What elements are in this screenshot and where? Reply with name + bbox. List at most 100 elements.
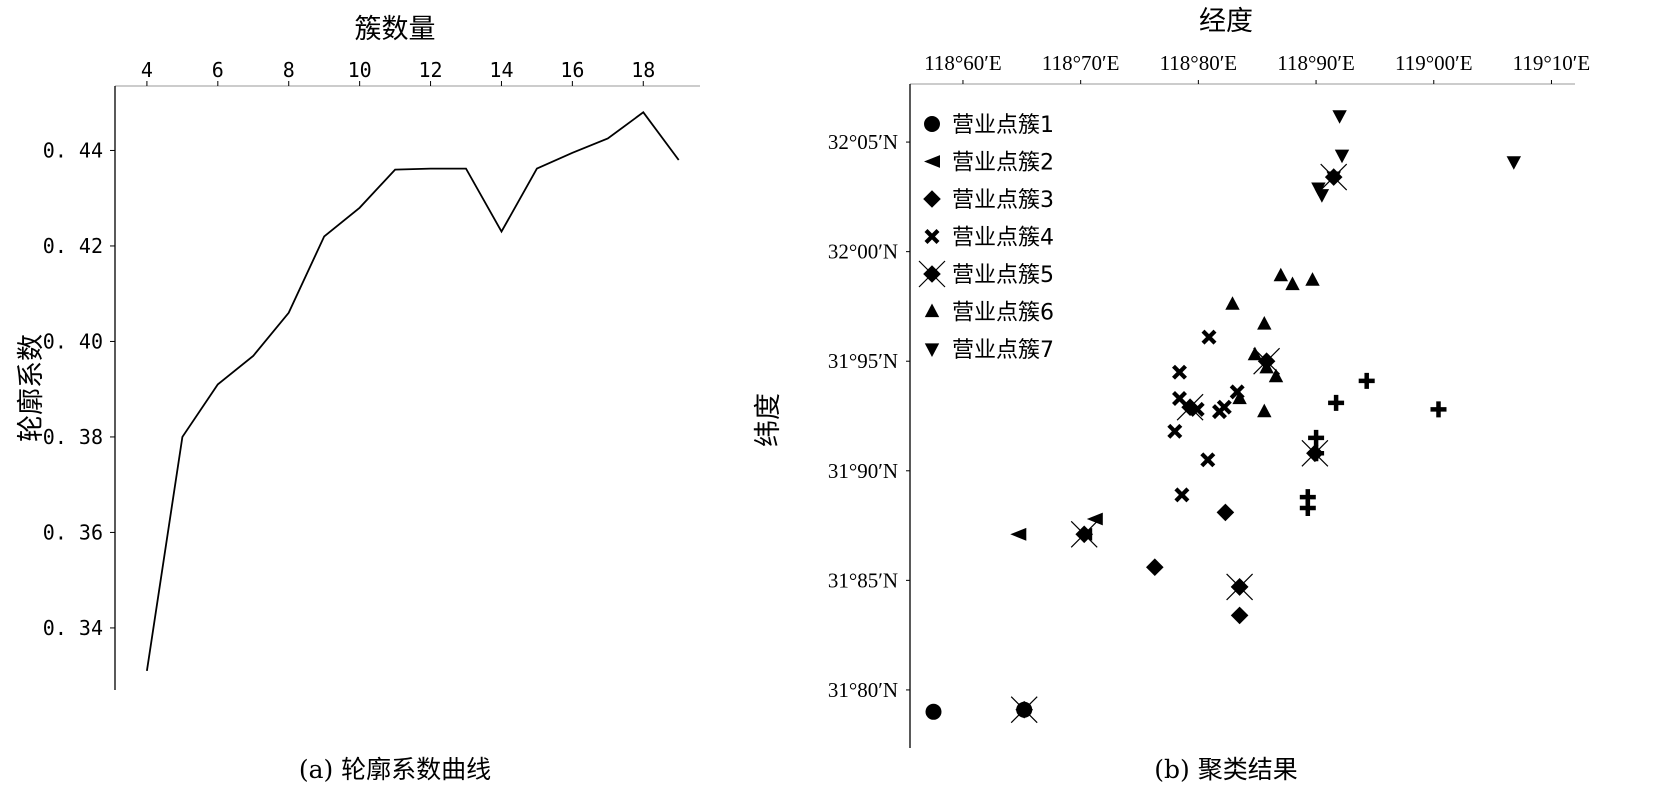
chart-b-y-tick-label: 32°05′N bbox=[828, 130, 898, 154]
chart-a-x-tick-label: 4 bbox=[141, 58, 153, 82]
chart-a-y-tick-label: 0. 44 bbox=[43, 138, 103, 162]
cluster-4-point bbox=[1200, 452, 1216, 468]
chart-a-x-tick-label: 16 bbox=[560, 58, 584, 82]
legend-label-7: 营业点簇7 bbox=[952, 338, 1054, 363]
chart-b-ylabel: 纬度 bbox=[753, 393, 784, 447]
cluster-5-point bbox=[1070, 520, 1098, 548]
cluster-6-point bbox=[1268, 368, 1284, 383]
chart-a-y-tick-label: 0. 38 bbox=[43, 425, 103, 449]
silhouette-point bbox=[322, 234, 326, 238]
legend-marker-6 bbox=[924, 303, 940, 318]
silhouette-point bbox=[677, 158, 681, 162]
cluster-5-point bbox=[1010, 696, 1038, 724]
chart-b-y-tick-label: 31°95′N bbox=[828, 349, 898, 373]
cluster-7-point bbox=[1314, 189, 1330, 203]
chart-a-caption: (a) 轮廓系数曲线 bbox=[299, 755, 491, 784]
chart-b-y-tick-label: 31°90′N bbox=[828, 459, 898, 483]
silhouette-point bbox=[535, 167, 539, 171]
cluster-6-point bbox=[1247, 346, 1263, 361]
silhouette-point bbox=[393, 168, 397, 172]
legend-label-5: 营业点簇5 bbox=[952, 263, 1054, 288]
chart-a-ylabel: 轮廓系数 bbox=[16, 334, 47, 442]
silhouette-point bbox=[499, 230, 503, 234]
legend-marker-7 bbox=[924, 343, 940, 357]
silhouette-point bbox=[570, 151, 574, 155]
chart-b-xlabel: 经度 bbox=[1199, 6, 1253, 37]
chart-b-x-tick-label: 118°60′E bbox=[924, 51, 1002, 75]
cluster-7-point bbox=[1334, 149, 1350, 164]
cluster-8-point bbox=[1430, 401, 1447, 418]
legend-label-4: 营业点簇4 bbox=[952, 226, 1054, 251]
cluster-4-point bbox=[1172, 364, 1187, 380]
chart-a-x-ticks: 4 6 8 10 12 14 16 18 bbox=[141, 58, 655, 86]
chart-a-y-tick-label: 0. 36 bbox=[43, 520, 103, 544]
chart-b-y-tick-label: 31°80′N bbox=[828, 678, 898, 702]
silhouette-point bbox=[358, 206, 362, 210]
chart-a-x-tick-label: 6 bbox=[212, 58, 224, 82]
legend-label-1: 营业点簇1 bbox=[952, 113, 1054, 138]
cluster-7-point bbox=[1332, 110, 1347, 124]
chart-b-x-tick-label: 118°90′E bbox=[1277, 51, 1355, 75]
cluster-8-point bbox=[1308, 445, 1325, 462]
legend-marker-4 bbox=[924, 229, 940, 244]
cluster-points bbox=[925, 110, 1521, 724]
cluster-6-point bbox=[1273, 267, 1288, 282]
cluster-2-point bbox=[1086, 512, 1103, 526]
silhouette-point bbox=[180, 435, 184, 439]
chart-b-x-tick-label: 118°80′E bbox=[1160, 51, 1238, 75]
chart-a-x-tick-label: 8 bbox=[283, 58, 295, 82]
silhouette-point bbox=[216, 382, 220, 386]
silhouette-point bbox=[429, 167, 433, 171]
silhouette-point bbox=[251, 354, 255, 358]
silhouette-chart: 簇数量 4 6 8 10 12 14 16 18 0. 340. 360. 380. 400.… bbox=[16, 14, 700, 784]
cluster-6-point bbox=[1257, 403, 1272, 418]
cluster-6-point bbox=[1285, 276, 1300, 291]
cluster-8-point bbox=[1358, 372, 1375, 389]
cluster-5-point bbox=[1226, 573, 1254, 601]
legend-marker-2 bbox=[924, 155, 940, 168]
cluster-legend: 营业点簇1 营业点簇2 营业点簇3 营业点簇4 营业点簇5 营业点簇6 营业点簇7 bbox=[918, 113, 1054, 363]
cluster-6-point bbox=[1259, 359, 1274, 374]
cluster-8-point bbox=[1328, 394, 1345, 411]
legend-label-2: 营业点簇2 bbox=[952, 151, 1054, 176]
cluster-8-point bbox=[1308, 429, 1325, 446]
chart-a-y-tick-label: 0. 42 bbox=[43, 234, 103, 258]
chart-a-y-ticks: 0. 34 0. 36 0. 38 0. 40 0. 42 0. 44 bbox=[43, 138, 115, 640]
silhouette-line bbox=[146, 111, 680, 672]
chart-a-x-tick-label: 14 bbox=[489, 58, 513, 82]
cluster-3-point bbox=[1216, 503, 1235, 522]
chart-b-x-ticks: 118°60′E 118°70′E 118°80′E 118°90′E 119°00′E… bbox=[924, 51, 1590, 84]
legend-marker-3 bbox=[923, 190, 941, 208]
chart-b-x-tick-label: 118°70′E bbox=[1042, 51, 1120, 75]
silhouette-point bbox=[606, 137, 610, 141]
cluster-7-point bbox=[1326, 171, 1341, 186]
chart-b-x-tick-label: 119°10′E bbox=[1513, 51, 1591, 75]
silhouette-points bbox=[145, 110, 681, 673]
cluster-6-point bbox=[1232, 390, 1247, 405]
cluster-6-point bbox=[1225, 296, 1240, 310]
cluster-6-point bbox=[1257, 316, 1272, 330]
cluster-2-point bbox=[1010, 527, 1027, 541]
chart-b-y-tick-label: 31°85′N bbox=[828, 568, 898, 592]
cluster-4-point bbox=[1174, 487, 1190, 503]
legend-marker-5 bbox=[918, 260, 946, 288]
cluster-4-point bbox=[1172, 391, 1187, 406]
chart-a-y-tick-label: 0. 40 bbox=[43, 329, 103, 353]
cluster-4-point bbox=[1201, 329, 1217, 345]
silhouette-point bbox=[464, 167, 468, 171]
cluster-3-point bbox=[1230, 606, 1249, 625]
cluster-3-point bbox=[1146, 558, 1164, 576]
chart-a-xlabel: 簇数量 bbox=[355, 14, 436, 45]
chart-b-y-ticks: 31°80′N 31°85′N 31°90′N 31°95′N 32°00′N 32°05… bbox=[828, 130, 910, 702]
legend-marker-1 bbox=[924, 116, 940, 132]
cluster-6-point bbox=[1305, 272, 1320, 286]
legend-label-3: 营业点簇3 bbox=[952, 188, 1054, 213]
chart-a-y-tick-label: 0. 34 bbox=[43, 616, 103, 640]
chart-a-x-tick-label: 10 bbox=[348, 58, 372, 82]
cluster-7-point bbox=[1506, 156, 1521, 170]
chart-a-x-tick-label: 12 bbox=[418, 58, 442, 82]
chart-a-x-tick-label: 18 bbox=[631, 58, 655, 82]
cluster-5-point bbox=[1176, 393, 1204, 421]
silhouette-point bbox=[145, 669, 149, 673]
